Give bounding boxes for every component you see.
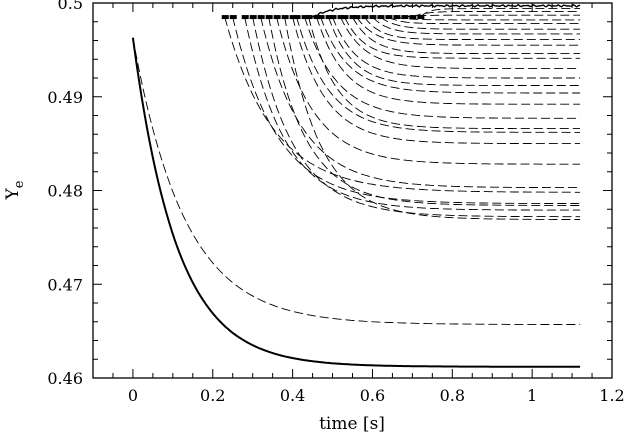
dashed-series-26 [396, 16, 581, 21]
x-tick-label: 1 [527, 386, 537, 405]
dashed-series-17 [332, 16, 581, 79]
tick-labels: 0 0.2 0.4 0.6 0.8 1 1.2 0.46 0.47 0.48 0.49 0.5 [47, 0, 624, 405]
dashed-series-2 [224, 16, 581, 193]
y-tick-label: 0.48 [47, 182, 83, 201]
x-tick-label: 0.2 [200, 386, 225, 405]
x-tick-label: 1.2 [599, 386, 624, 405]
y-tick-label: 0.46 [47, 369, 83, 388]
dashed-series-12 [304, 16, 581, 119]
x-tick-label: 0.8 [440, 386, 465, 405]
y-axis-label-main: Y [3, 187, 23, 200]
dashed-series-25 [388, 16, 581, 25]
dashed-series-13 [308, 16, 581, 130]
dashed-series-14 [316, 16, 581, 105]
dashed-series-10 [292, 16, 581, 145]
svg-text:Ye: Ye [3, 180, 27, 200]
dashed-series-19 [344, 16, 581, 59]
dashed-series-27 [404, 14, 581, 18]
dashed-series-11 [296, 16, 581, 133]
dashed-series-3 [232, 16, 581, 205]
y-tick-label: 0.49 [47, 88, 83, 107]
x-tick-label: 0 [128, 386, 138, 405]
dashed-series-6 [260, 16, 581, 189]
x-tick-label: 0.4 [280, 386, 305, 405]
y-axis-label: Ye [3, 180, 27, 200]
x-tick-label: 0.6 [360, 386, 385, 405]
dashed-series-21 [356, 16, 581, 46]
dashed-series-16 [328, 16, 581, 86]
dashed-series-20 [352, 16, 581, 55]
dashed-series-18 [340, 16, 581, 70]
dashed-series-4 [244, 17, 581, 211]
dashed-series-1 [132, 37, 581, 325]
solid-series-upper [312, 3, 581, 18]
axis-ticks [92, 2, 613, 379]
y-tick-label: 0.47 [47, 275, 83, 294]
dashed-series-5 [252, 17, 581, 218]
dashed-series-8 [276, 16, 581, 165]
y-tick-label: 0.5 [58, 0, 83, 13]
dashed-series-29 [420, 8, 581, 18]
dashed-series-9 [284, 17, 581, 220]
dashed-series-23 [372, 16, 581, 35]
x-axis-label: time [s] [319, 414, 385, 434]
y-axis-label-subscript: e [12, 180, 27, 188]
dashed-series-22 [364, 16, 581, 41]
series-group [131, 3, 581, 368]
dashed-series-28 [412, 10, 581, 18]
solid-series-lower [131, 37, 581, 368]
dashed-series-15 [320, 16, 581, 94]
plot-frame [92, 2, 613, 379]
